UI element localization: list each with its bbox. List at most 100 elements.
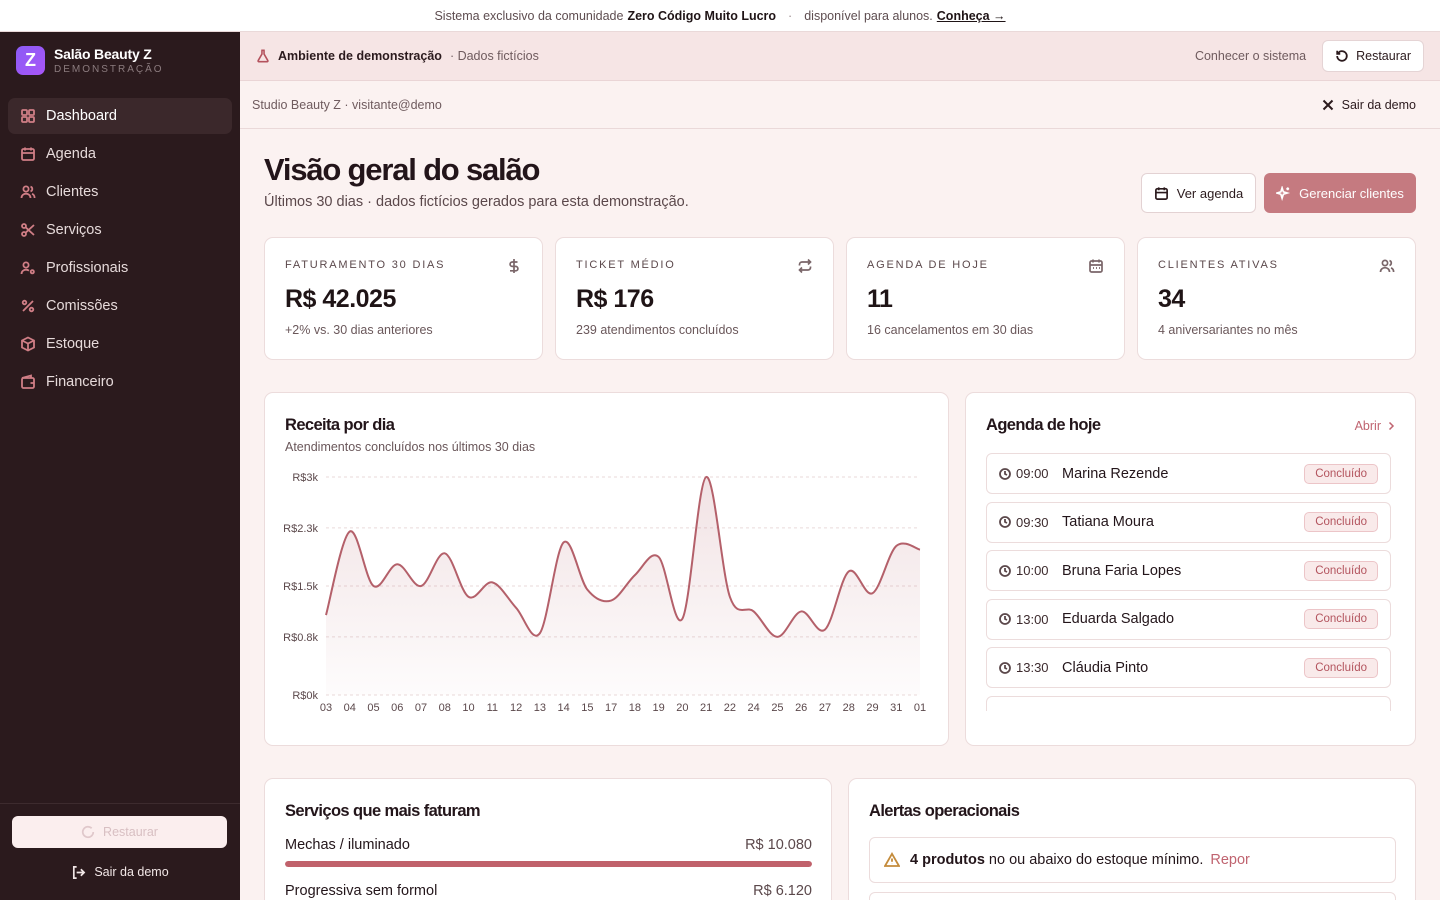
brand-logo: Z xyxy=(16,45,45,75)
agenda-item-partial[interactable] xyxy=(986,695,1391,711)
sidebar-item-financeiro[interactable]: Financeiro xyxy=(8,364,232,400)
agenda-open-link[interactable]: Abrir xyxy=(1355,419,1395,433)
clock-icon xyxy=(999,564,1011,577)
top-services-card: Serviços que mais faturam Mechas / ilumi… xyxy=(264,778,832,900)
sidebar-logout-button[interactable]: Sair da demo xyxy=(12,858,228,886)
x-tick-label: 27 xyxy=(819,702,831,714)
current-user-label: Studio Beauty Z · visitante@demo xyxy=(252,97,442,112)
status-badge: Concluído xyxy=(1304,657,1378,678)
kpi-label: CLIENTES ATIVAS xyxy=(1158,259,1279,271)
manage-clients-label: Gerenciar clientes xyxy=(1299,185,1404,201)
y-tick-label: R$0k xyxy=(292,690,318,702)
chart-subtitle: Atendimentos concluídos nos últimos 30 d… xyxy=(285,440,536,454)
kpi-note: +2% vs. 30 dias anteriores xyxy=(285,323,433,337)
revenue-chart-card: R$0k R$0.8k R$1.5k R$2.3k R$3k 03 04 05 06 07 08 10… xyxy=(264,392,949,746)
sidebar-item-comissoes[interactable]: Comissões xyxy=(8,288,232,324)
x-tick-label: 12 xyxy=(510,702,522,714)
demo-env-label: Ambiente de demonstração xyxy=(278,49,442,63)
sidebar-restore-button[interactable]: Restaurar xyxy=(12,816,227,848)
layout-grid-icon xyxy=(21,109,35,123)
service-value: R$ 6.120 xyxy=(753,883,812,899)
service-bar-fill xyxy=(285,861,812,867)
close-icon xyxy=(1322,99,1333,110)
x-tick-label: 03 xyxy=(320,702,332,714)
agenda-time: 13:00 xyxy=(1016,611,1049,627)
community-banner: Sistema exclusivo da comunidade Zero Cód… xyxy=(0,0,1440,32)
agenda-client: Marina Rezende xyxy=(1062,465,1169,482)
sidebar-item-profissionais[interactable]: Profissionais xyxy=(8,250,232,286)
agenda-client: Eduarda Salgado xyxy=(1062,611,1175,627)
sidebar-item-dashboard[interactable]: Dashboard xyxy=(8,98,232,134)
logout-button[interactable]: Sair da demo xyxy=(1310,98,1428,112)
agenda-time: 09:00 xyxy=(1016,466,1049,481)
sidebar-item-agenda[interactable]: Agenda xyxy=(8,136,232,172)
sidebar-item-label: Estoque xyxy=(46,336,100,352)
alert-item: 4 produtos no ou abaixo do estoque mínim… xyxy=(869,837,1396,883)
x-tick-label: 10 xyxy=(462,702,474,714)
loading-icon xyxy=(81,825,95,839)
banner-community: Zero Código Muito Lucro xyxy=(627,8,777,23)
sidebar-item-clientes[interactable]: Clientes xyxy=(8,174,232,210)
repeat-icon xyxy=(798,258,812,274)
service-row: Progressiva sem formol R$ 6.120 xyxy=(285,883,812,900)
sidebar-item-label: Financeiro xyxy=(46,374,114,390)
agenda-item[interactable]: 13:30 Cláudia Pinto Concluído xyxy=(986,647,1391,688)
manage-clients-button[interactable]: Gerenciar clientes xyxy=(1264,173,1416,213)
kpi-value: 34 xyxy=(1158,285,1185,313)
warning-icon xyxy=(884,852,900,867)
sidebar-logout-label: Sair da demo xyxy=(94,865,169,879)
demo-fict-label: · Dados fictícios xyxy=(449,49,539,63)
banner-prefix: Sistema exclusivo da comunidade xyxy=(434,8,624,23)
banner-link[interactable]: Conheça → xyxy=(936,8,1006,23)
sidebar-item-servicos[interactable]: Serviços xyxy=(8,212,232,248)
status-badge: Concluído xyxy=(1304,512,1378,532)
clock-icon xyxy=(999,467,1011,480)
x-tick-label: 08 xyxy=(439,702,451,714)
kpi-card-clients: CLIENTES ATIVAS 34 4 aniversariantes no … xyxy=(1137,237,1416,360)
logout-icon xyxy=(73,865,86,879)
service-row: Mechas / iluminado R$ 10.080 xyxy=(285,837,812,867)
demo-bar: Ambiente de demonstração · Dados fictíci… xyxy=(240,32,1440,81)
wallet-icon xyxy=(21,374,35,389)
agenda-client: Cláudia Pinto xyxy=(1062,659,1149,676)
brand[interactable]: Z Salão Beauty Z DEMONSTRAÇÃO xyxy=(0,32,240,88)
sidebar-item-label: Comissões xyxy=(46,298,118,314)
agenda-item[interactable]: 13:00 Eduarda Salgado Concluído xyxy=(986,598,1391,640)
sidebar-item-estoque[interactable]: Estoque xyxy=(8,326,232,362)
dollar-icon xyxy=(509,259,519,273)
agenda-item[interactable]: 10:00 Bruna Faria Lopes Concluído xyxy=(986,550,1391,591)
y-tick-label: R$0.8k xyxy=(283,632,318,644)
kpi-label: TICKET MÉDIO xyxy=(576,259,676,271)
brand-subtitle: DEMONSTRAÇÃO xyxy=(54,63,164,75)
kpi-value: R$ 42.025 xyxy=(285,285,396,313)
x-tick-label: 01 xyxy=(914,702,926,714)
view-agenda-button[interactable]: Ver agenda xyxy=(1141,173,1256,213)
agenda-item[interactable]: 09:30 Tatiana Moura Concluído xyxy=(986,501,1391,543)
restore-button[interactable]: Restaurar xyxy=(1322,40,1424,72)
kpi-note: 4 aniversariantes no mês xyxy=(1158,323,1298,337)
restock-link[interactable]: Repor xyxy=(1210,852,1250,868)
sidebar-footer: Restaurar Sair da demo xyxy=(0,803,240,900)
user-cog-icon xyxy=(20,261,35,275)
x-tick-label: 20 xyxy=(676,702,688,714)
kpi-label: FATURAMENTO 30 DIAS xyxy=(285,259,446,271)
y-tick-label: R$1.5k xyxy=(283,581,318,593)
agenda-client: Bruna Faria Lopes xyxy=(1062,562,1182,579)
sidebar-item-label: Clientes xyxy=(46,184,99,200)
agenda-open-label: Abrir xyxy=(1354,418,1381,433)
banner-separator: · xyxy=(788,8,793,23)
restore-label: Restaurar xyxy=(1356,49,1411,63)
sidebar-item-label: Agenda xyxy=(46,146,96,162)
clock-icon xyxy=(999,613,1011,625)
brand-name: Salão Beauty Z xyxy=(54,45,152,62)
agenda-time: 13:30 xyxy=(1016,660,1049,675)
sparkles-icon xyxy=(1276,185,1291,201)
alerts-title: Alertas operacionais xyxy=(869,802,1020,820)
x-tick-label: 25 xyxy=(771,702,783,714)
x-tick-label: 17 xyxy=(605,702,617,714)
agenda-item[interactable]: 09:00 Marina Rezende Concluído xyxy=(986,453,1391,494)
kpi-label: AGENDA DE HOJE xyxy=(867,259,989,271)
know-system-link[interactable]: Conhecer o sistema xyxy=(1194,49,1307,63)
x-tick-label: 04 xyxy=(344,702,356,714)
kpi-card-revenue: FATURAMENTO 30 DIAS R$ 42.025 +2% vs. 30… xyxy=(264,237,543,360)
